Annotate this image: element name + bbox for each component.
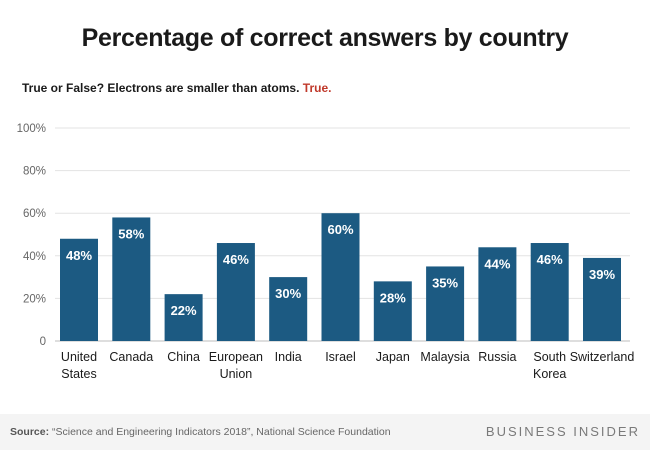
- bar-value-label: 58%: [118, 226, 144, 241]
- footer: [0, 414, 650, 450]
- subtitle-answer: True.: [302, 81, 332, 95]
- chart-title: Percentage of correct answers by country: [81, 24, 569, 52]
- y-tick-label: 0: [40, 336, 46, 348]
- bar: [269, 277, 308, 341]
- x-category-label: Canada: [109, 350, 153, 364]
- x-category-label: States: [61, 367, 96, 381]
- x-category-label: United: [61, 350, 97, 364]
- y-tick-label: 60%: [23, 208, 46, 220]
- bar-value-label: 44%: [484, 256, 510, 271]
- x-category-label: India: [275, 350, 302, 364]
- bar-value-label: 39%: [589, 267, 615, 282]
- source-text: “Science and Engineering Indicators 2018…: [49, 426, 391, 438]
- bar: [60, 238, 98, 341]
- bar-value-label: 30%: [275, 286, 301, 301]
- bar: [583, 257, 621, 341]
- y-tick-label: 20%: [23, 293, 46, 305]
- bar: [216, 243, 255, 341]
- x-category-label: Switzerland: [570, 350, 635, 364]
- x-category-label: Malaysia: [420, 350, 469, 364]
- brand-logo: BUSINESS INSIDER: [485, 424, 640, 439]
- chart-subtitle: True or False? Electrons are smaller tha…: [22, 81, 331, 95]
- bar: [164, 294, 203, 341]
- bar: [373, 281, 412, 341]
- x-category-label: Union: [220, 367, 253, 381]
- bar-value-label: 22%: [171, 303, 197, 318]
- x-category-label: Japan: [376, 350, 410, 364]
- y-tick-label: 80%: [23, 166, 46, 178]
- x-category-label: South: [533, 350, 566, 364]
- x-category-label: Israel: [325, 350, 356, 364]
- bar-value-label: 46%: [223, 252, 249, 267]
- source-note: Source: “Science and Engineering Indicat…: [10, 426, 391, 438]
- bar: [321, 213, 360, 341]
- x-category-label: European: [209, 350, 263, 364]
- bar: [426, 266, 465, 341]
- bar: [112, 217, 151, 341]
- subtitle-question: True or False? Electrons are smaller tha…: [22, 81, 300, 95]
- x-category-label: China: [167, 350, 200, 364]
- bar: [530, 243, 569, 341]
- y-tick-label: 40%: [23, 251, 46, 263]
- x-category-label: Korea: [533, 367, 566, 381]
- bar-value-label: 46%: [537, 252, 563, 267]
- bar-value-label: 28%: [380, 290, 406, 305]
- source-prefix: Source:: [10, 426, 50, 438]
- bar-value-label: 35%: [432, 275, 458, 290]
- y-tick-label: 100%: [17, 123, 46, 135]
- bar-value-label: 60%: [327, 222, 353, 237]
- bar-value-label: 48%: [66, 248, 92, 263]
- x-category-label: Russia: [478, 350, 516, 364]
- bar-chart: 0 20% 40% 60% 80% 100% 48% United States 58% Canad…: [17, 123, 635, 381]
- bar: [478, 247, 517, 341]
